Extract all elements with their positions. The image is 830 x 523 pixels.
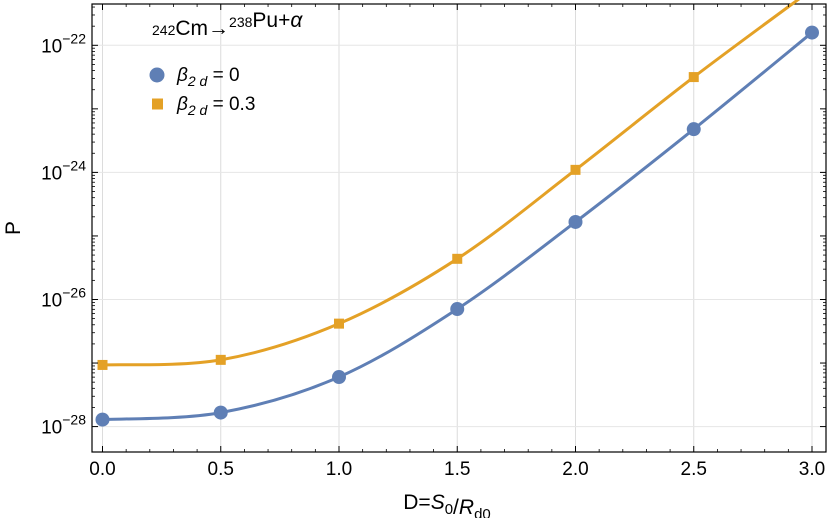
data-point-circle [686, 122, 701, 137]
x-tick-label: 2.5 [681, 459, 707, 480]
plot-border [91, 3, 827, 453]
data-point-square [570, 164, 581, 175]
grid-layer [92, 4, 826, 452]
data-point-square [97, 359, 108, 370]
y-tick-label: 10−24 [41, 157, 86, 184]
x-tick-label: 2.0 [562, 459, 588, 480]
data-point-circle [568, 214, 583, 229]
data-point-circle [805, 25, 819, 40]
legend-label: β2 d = 0.3 [176, 94, 255, 118]
x-tick-label: 3.0 [799, 459, 825, 480]
data-point-square [688, 72, 699, 83]
y-tick-label: 10−28 [41, 412, 86, 439]
data-point-circle [213, 405, 228, 420]
legend-title: 242Cm→238Pu+α [152, 9, 303, 40]
x-tick-label: 1.0 [326, 459, 352, 480]
data-point-circle [450, 302, 465, 317]
x-tick-label: 1.5 [444, 459, 470, 480]
x-axis-title: D=S0/Rd0 [403, 491, 491, 518]
data-point-circle [332, 370, 346, 385]
y-tick-label: 10−26 [41, 284, 86, 311]
series-layer [95, 0, 819, 427]
x-tick-label: 0.0 [89, 459, 115, 480]
legend: 242Cm→238Pu+α β2 d = 0 β2 d = 0.3 [149, 9, 303, 118]
axis-layer: 0.0 0.5 1.0 1.5 2.0 2.5 3.0 10−28 10−26 10−24 10−2… [2, 4, 826, 523]
data-point-square [215, 354, 226, 365]
data-point-circle [95, 412, 110, 427]
x-tick-label: 0.5 [208, 459, 234, 480]
y-axis-title: P [2, 221, 25, 235]
data-point-square [452, 253, 463, 264]
series-beta0 [95, 25, 819, 427]
legend-marker-square [152, 98, 163, 110]
legend-label: β2 d = 0 [176, 65, 240, 89]
plot-frame [91, 3, 827, 453]
data-point-square [334, 318, 344, 329]
series-beta03 [97, 0, 801, 370]
legend-marker-circle [149, 67, 165, 83]
y-tick-label: 10−22 [41, 30, 86, 57]
